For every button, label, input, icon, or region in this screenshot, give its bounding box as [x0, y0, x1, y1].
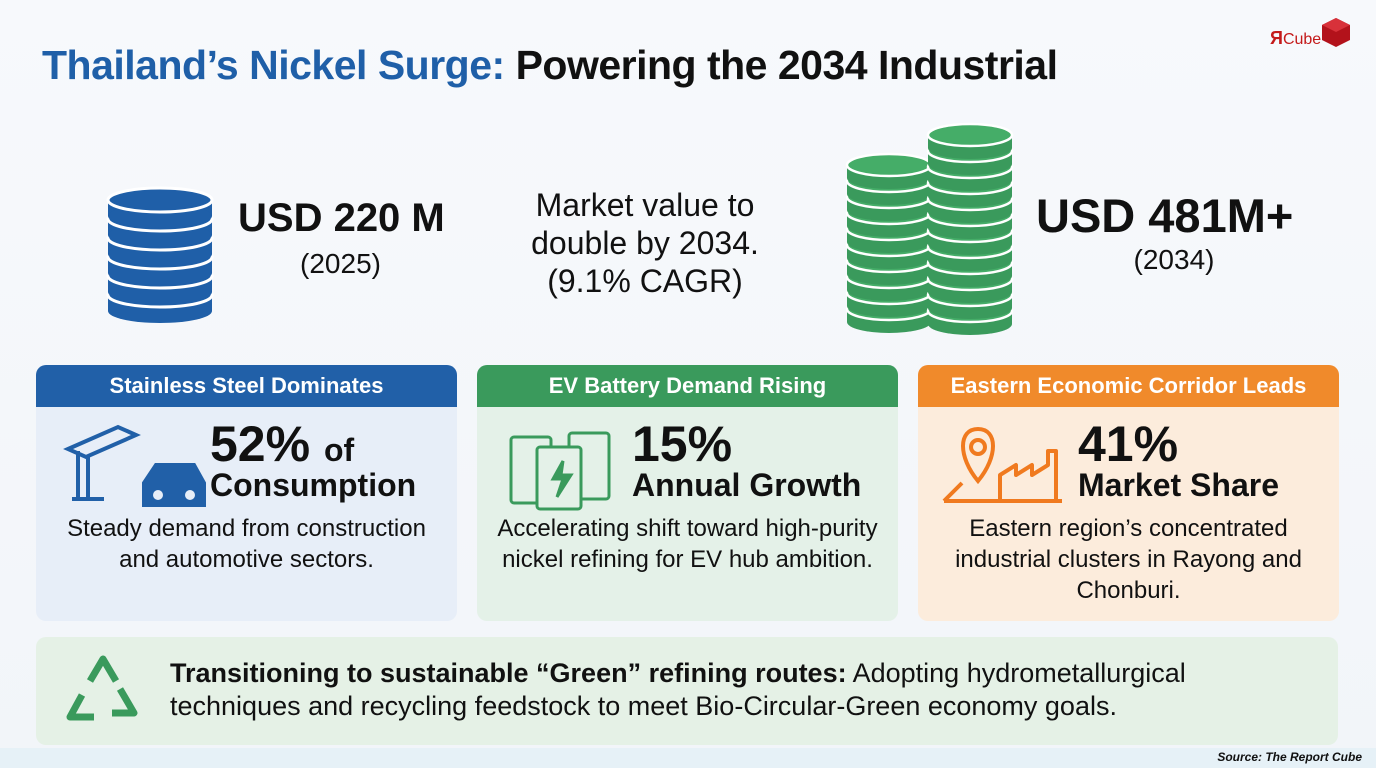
battery-icon	[509, 431, 611, 511]
figure-suffix: of	[323, 432, 355, 468]
logo: ЯCube	[1270, 28, 1321, 49]
note-text: Transitioning to sustainable “Green” ref…	[170, 657, 1314, 723]
card: EV Battery Demand Rising 15% Annual Grow…	[477, 365, 898, 621]
card-figure: 41%	[1078, 417, 1178, 471]
coin-top	[926, 122, 1014, 148]
card-figure: 15%	[632, 417, 732, 471]
figure-value: 41%	[1078, 416, 1179, 472]
title-rest: Powering the 2034 Industrial	[515, 42, 1058, 88]
coin-top	[845, 152, 933, 178]
card-figure: 52% of	[210, 417, 354, 477]
card-title: Eastern Economic Corridor Leads	[918, 365, 1339, 407]
card: Stainless Steel Dominates 52% of Consump…	[36, 365, 457, 621]
middle-line: (9.1% CAGR)	[547, 263, 743, 299]
middle-line: Market value to	[535, 187, 755, 223]
source: Source: The Report Cube	[1217, 750, 1362, 764]
figure-value: 52%	[210, 416, 311, 472]
stat-icons	[106, 122, 1014, 335]
card: Eastern Economic Corridor Leads 41% Mark…	[918, 365, 1339, 621]
card-title: EV Battery Demand Rising	[477, 365, 898, 407]
card-title: Stainless Steel Dominates	[36, 365, 457, 407]
disc-top	[106, 186, 214, 214]
title: Thailand’s Nickel Surge: Powering the 20…	[42, 42, 1058, 89]
note-body: Adopting hydrometallurgical techniques a…	[170, 658, 1186, 721]
logo-cube	[1322, 18, 1350, 47]
figure-value: 15%	[632, 416, 733, 472]
title-highlight: Thailand’s Nickel Surge:	[42, 42, 505, 88]
card-description: Accelerating shift toward high-purity ni…	[497, 515, 878, 573]
end-year: (2034)	[1133, 244, 1215, 275]
figure-label: Annual Growth	[632, 467, 862, 503]
logo-mark: Я	[1270, 28, 1283, 48]
note-lead: Transitioning to sustainable “Green” ref…	[170, 658, 847, 688]
green-note: Transitioning to sustainable “Green” ref…	[36, 637, 1338, 745]
location-factory-icon	[942, 426, 1062, 503]
middle-line: double by 2034.	[531, 225, 759, 261]
source-strip: Source: The Report Cube	[0, 748, 1376, 768]
steel-car-icon	[63, 424, 206, 507]
middle-text: Market value to double by 2034. (9.1% CA…	[480, 186, 810, 300]
start-value: USD 220 M	[238, 196, 445, 240]
start-year: (2025)	[300, 248, 381, 279]
logo-text: Cube	[1282, 31, 1322, 48]
end-value: USD 481M+	[1036, 189, 1294, 242]
figure-label: Consumption	[210, 467, 417, 503]
card-description: Eastern region’s concentrated industrial…	[955, 515, 1302, 604]
card-description: Steady demand from construction and auto…	[67, 515, 426, 573]
figure-label: Market Share	[1078, 467, 1279, 503]
recycle-icon	[66, 655, 138, 721]
